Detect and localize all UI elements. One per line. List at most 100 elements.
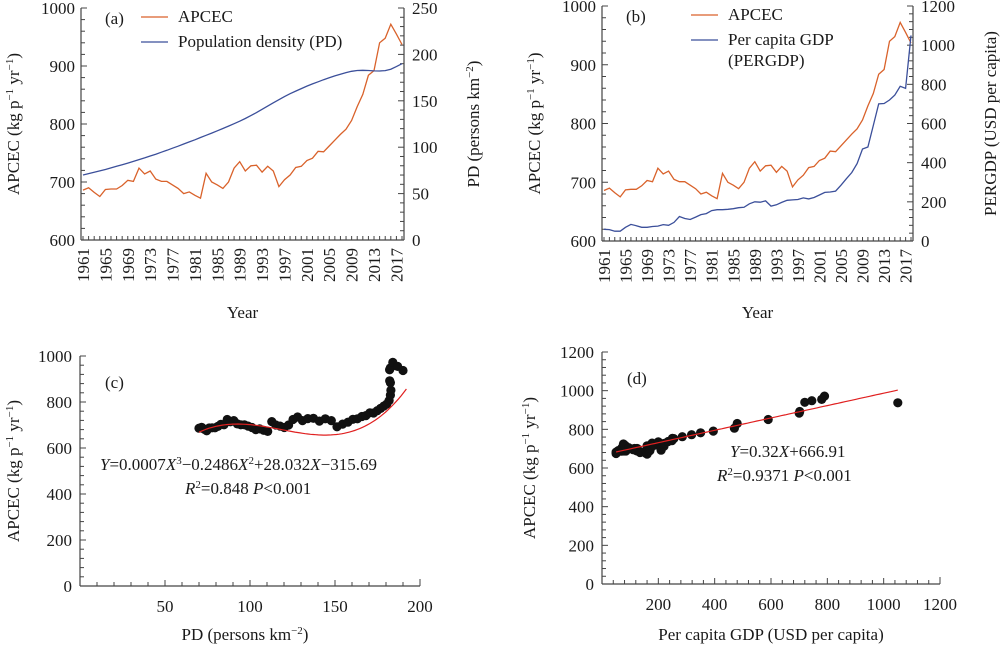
x-tick-label: 2013	[365, 248, 384, 282]
panel-b: 600 700 800 900 1000 0 200 400 600 800 1000 1200 196…	[525, 0, 1000, 322]
y2-tick-label: 100	[412, 138, 438, 157]
x-tick-label: 1973	[660, 249, 679, 283]
panel-label: (c)	[105, 373, 124, 392]
x-tick-label: 1961	[74, 248, 93, 282]
x-tick-label: 1200	[923, 595, 957, 614]
y2-tick-label: 150	[412, 92, 438, 111]
panel-c: 0 200 400 600 800 1000 50 100 150 200 (c) APCEC (kg…	[4, 347, 433, 644]
data-point	[326, 416, 336, 426]
panel-d: 0 200 400 600 800 1000 1200 200 400 600 800 1000 120…	[520, 343, 957, 644]
y-tick-label: 600	[50, 231, 76, 250]
y-tick-label: 600	[47, 439, 73, 458]
fit-equation: Y=0.32X+666.91	[730, 442, 846, 461]
x-tick-label: 2009	[343, 248, 362, 282]
x-tick-label: 2001	[810, 249, 829, 283]
x-tick-label: 1989	[231, 248, 250, 282]
data-point	[398, 365, 408, 376]
x-tick-label: 150	[322, 597, 348, 616]
data-point	[817, 394, 827, 404]
x-tick-label: 1981	[703, 249, 722, 283]
x-tick-label: 2009	[854, 249, 873, 283]
y-axis-label: APCEC (kg p−1 yr−1)	[4, 400, 23, 542]
data-point	[386, 385, 396, 395]
y2-tick-label: 800	[921, 75, 947, 94]
x-tick-label: 1985	[724, 249, 743, 283]
x-axis-label: PD (persons km−2)	[182, 625, 309, 644]
x-tick-label: 200	[407, 597, 433, 616]
x-tick-label: 200	[646, 595, 672, 614]
y-axis-label: APCEC (kg p−1 yr−1)	[520, 397, 539, 539]
x-tick-label: 1997	[789, 249, 808, 284]
y-axis-label: APCEC (kg p−1 yr−1)	[525, 53, 544, 195]
x-tick-label: 1993	[767, 249, 786, 283]
panel-label: (a)	[105, 9, 124, 28]
x-tick-label: 1993	[253, 248, 272, 282]
y-tick-label: 200	[47, 531, 73, 550]
y2-tick-label: 50	[412, 185, 429, 204]
y-tick-label: 800	[569, 420, 595, 439]
fit-stats: R2=0.9371 P<0.001	[716, 466, 852, 485]
y-tick-label: 700	[571, 173, 597, 192]
x-tick-label: 1961	[595, 249, 614, 283]
x-tick-label: 600	[758, 595, 784, 614]
y2-tick-label: 250	[412, 0, 438, 18]
y-tick-label: 700	[50, 173, 76, 192]
x-tick-label: 2017	[387, 248, 406, 283]
x-tick-label: 1989	[746, 249, 765, 283]
series-line-apcec	[82, 22, 403, 200]
data-point	[669, 434, 679, 444]
y-tick-label: 600	[569, 459, 595, 478]
y2-tick-label: 1000	[921, 36, 955, 55]
panel-label: (d)	[627, 369, 647, 388]
y-tick-label: 900	[50, 57, 76, 76]
data-point	[677, 432, 687, 442]
y-tick-label: 400	[47, 485, 73, 504]
x-tick-label: 2017	[897, 249, 916, 284]
y2-tick-label: 0	[412, 231, 421, 250]
y-tick-label: 900	[571, 56, 597, 75]
legend-label: APCEC	[178, 7, 233, 26]
data-point	[807, 396, 817, 406]
panel-label: (b)	[626, 7, 646, 26]
y-tick-label: 1000	[38, 347, 72, 366]
series-line-apcec	[603, 20, 912, 200]
x-tick-label: 50	[157, 597, 174, 616]
x-tick-label: 2013	[875, 249, 894, 283]
x-tick-label: 1969	[638, 249, 657, 283]
y-tick-label: 600	[571, 232, 597, 251]
y-tick-label: 0	[586, 575, 595, 594]
x-tick-label: 1965	[96, 248, 115, 282]
x-tick-label: 1965	[617, 249, 636, 283]
y-tick-label: 1000	[41, 0, 75, 18]
x-tick-label: 1977	[164, 248, 183, 283]
data-point	[800, 397, 810, 407]
y-tick-label: 800	[47, 393, 73, 412]
x-tick-label: 2005	[320, 248, 339, 282]
series-line-per-capita-gdp-pergdp	[603, 35, 912, 232]
x-tick-label: 1973	[141, 248, 160, 282]
x-tick-label: 1985	[208, 248, 227, 282]
y2-axis-label: PERGDP (USD per capita)	[981, 31, 1000, 216]
data-point	[263, 426, 273, 436]
legend-label: Per capita GDP	[728, 30, 834, 49]
y-tick-label: 200	[569, 536, 595, 555]
y-tick-label: 800	[50, 115, 76, 134]
legend-label: (PERGDP)	[728, 51, 805, 70]
fit-line	[615, 389, 898, 453]
y2-tick-label: 200	[921, 193, 947, 212]
x-tick-label: 1000	[867, 595, 901, 614]
y2-tick-label: 600	[921, 115, 947, 134]
y2-axis-label: PD (persons km−2)	[464, 61, 483, 188]
x-axis-label: Per capita GDP (USD per capita)	[658, 625, 884, 644]
data-point	[385, 376, 395, 386]
x-tick-label: 1981	[186, 248, 205, 282]
legend-label: Population density (PD)	[178, 32, 342, 51]
x-axis-label: Year	[227, 303, 259, 322]
data-point	[687, 430, 697, 440]
y-tick-label: 0	[64, 577, 73, 596]
y-tick-label: 1000	[562, 0, 596, 16]
y-axis-label: APCEC (kg p−1 yr−1)	[4, 53, 23, 195]
y-tick-label: 1200	[560, 343, 594, 362]
